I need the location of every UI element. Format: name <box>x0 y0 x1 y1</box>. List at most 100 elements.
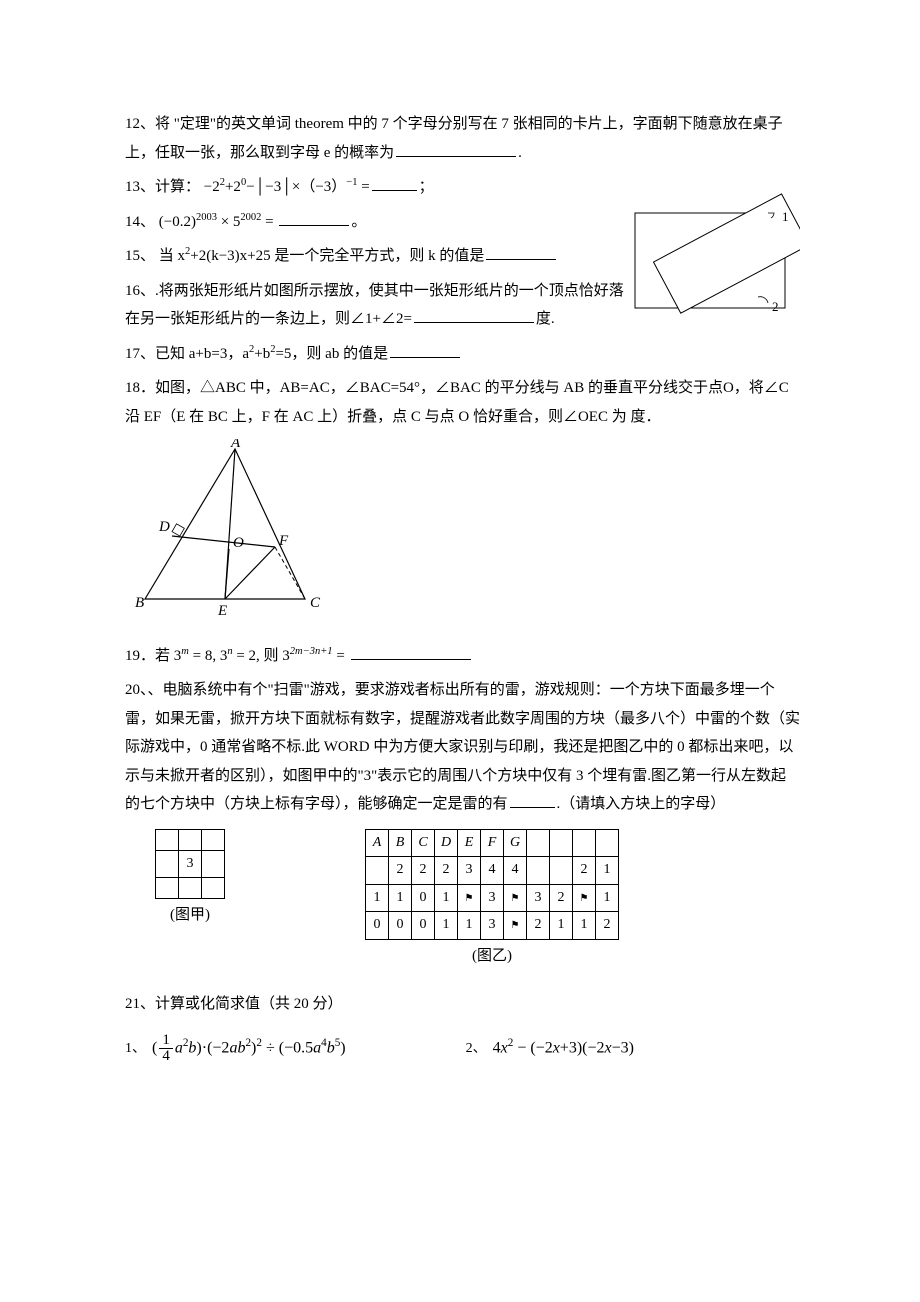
q17-blank <box>390 342 460 358</box>
mine-cell <box>202 878 225 899</box>
q15-blank <box>486 244 556 260</box>
table-a-caption: (图甲) <box>155 901 225 930</box>
tri-B: B <box>135 595 144 611</box>
q19-b: = 8, 3 <box>189 648 227 664</box>
mine-cell: 0 <box>389 912 412 940</box>
mine-cell: ⚑ <box>458 884 481 912</box>
q20-tail: .（请填入方块上的字母） <box>557 796 726 812</box>
mine-cell <box>550 829 573 857</box>
mine-cell: ⚑ <box>573 884 596 912</box>
mine-cell: 3 <box>527 884 550 912</box>
mine-cell: 3 <box>481 884 504 912</box>
mine-cell: G <box>504 829 527 857</box>
q19-blank <box>351 644 471 660</box>
mine-cell: ⚑ <box>504 912 527 940</box>
mine-cell <box>366 857 389 885</box>
angle-2-label: 2 <box>772 299 779 314</box>
tri-C: C <box>310 595 321 611</box>
eq21-1-label: 1、 <box>125 1041 146 1056</box>
mine-cell: 1 <box>435 884 458 912</box>
eq21-1-den: 4 <box>159 1049 173 1064</box>
mine-cell <box>156 850 179 878</box>
triangle-figure: A B C D E F O <box>135 439 800 630</box>
mines-table-a: 3 <box>155 829 225 900</box>
mine-cell <box>156 878 179 899</box>
mine-cell: 1 <box>550 912 573 940</box>
rect-svg: 1 2 <box>630 173 800 323</box>
q14-c: = <box>261 214 277 230</box>
angle-1-label: 1 <box>782 209 789 224</box>
q19-a: 19．若 3 <box>125 648 181 664</box>
mine-cell: F <box>481 829 504 857</box>
mine-cell: 2 <box>412 857 435 885</box>
mine-cell <box>550 857 573 885</box>
mine-cell: 1 <box>435 912 458 940</box>
mine-cell <box>527 829 550 857</box>
table-a-wrap: 3 (图甲) <box>155 829 225 930</box>
mine-cell: B <box>389 829 412 857</box>
q19-d: = <box>333 648 349 664</box>
q21: 21、计算或化简求值（共 20 分） <box>125 990 800 1019</box>
q14: 14、 (−0.2)2003 × 52002 = 。 <box>125 208 630 237</box>
q20: 20、、电脑系统中有个"扫雷"游戏，要求游戏者标出所有的雷，游戏规则：一个方块下… <box>125 676 800 819</box>
mine-cell: 3 <box>458 857 481 885</box>
mine-cell <box>527 857 550 885</box>
mine-cell: 2 <box>389 857 412 885</box>
q12: 12、将 "定理"的英文单词 theorem 中的 7 个字母分别写在 7 张相… <box>125 110 800 167</box>
q13-b: +2 <box>225 179 241 195</box>
q18-text: 18．如图，△ABC 中，AB=AC，∠BAC=54°，∠BAC 的平分线与 A… <box>125 380 789 425</box>
q14-tail: 。 <box>351 214 366 230</box>
q14-b: × 5 <box>217 214 240 230</box>
mine-cell: 0 <box>366 912 389 940</box>
q18-tail: 度． <box>630 409 660 425</box>
mine-cell: 3 <box>481 912 504 940</box>
q19: 19．若 3m = 8, 3n = 2, 则 32m−3n+1 = <box>125 642 800 671</box>
mine-cell: 0 <box>412 912 435 940</box>
q12-blank <box>396 141 516 157</box>
mine-cell: 4 <box>504 857 527 885</box>
tri-O: O <box>233 535 244 551</box>
mine-cell: 2 <box>573 857 596 885</box>
mine-cell: ⚑ <box>504 884 527 912</box>
mine-cell <box>202 850 225 878</box>
q21-equations: 1、(14a2b)·(−2ab2)2 ÷ (−0.5a4b5) 2、4x2 − … <box>125 1033 800 1064</box>
triangle-svg: A B C D E F O <box>135 439 335 619</box>
mine-cell: 0 <box>412 884 435 912</box>
q20-text: 20、、电脑系统中有个"扫雷"游戏，要求游戏者标出所有的雷，游戏规则：一个方块下… <box>125 682 800 812</box>
mine-cell: 2 <box>435 857 458 885</box>
mine-cell <box>573 829 596 857</box>
q14-a: 14、 (−0.2) <box>125 214 196 230</box>
tri-F: F <box>278 533 289 549</box>
mine-cell: A <box>366 829 389 857</box>
q15-b: +2(k−3)x+25 是一个完全平方式，则 k 的值是 <box>190 248 484 264</box>
mine-cell: 1 <box>573 912 596 940</box>
q17-a: 17、已知 a+b=3，a <box>125 346 249 362</box>
table-b-wrap: ABCDEFG222344211101⚑3⚑32⚑1000113⚑2112 (图… <box>365 829 619 971</box>
q13-a: 13、计算： −2 <box>125 179 220 195</box>
mine-cell: C <box>412 829 435 857</box>
eq21-1-rest: a <box>175 1039 183 1056</box>
q19-exp: 2m−3n+1 <box>290 646 333 657</box>
q15-a: 15、 当 x <box>125 248 185 264</box>
table-b-caption: (图乙) <box>365 942 619 971</box>
q16-blank <box>414 307 534 323</box>
col-13-16: 13、计算： −22+20−│−3│×（−3）−1 =； 14、 (−0.2)2… <box>125 173 630 340</box>
q14-exp2: 2002 <box>240 212 261 223</box>
q16: 16、.将两张矩形纸片如图所示摆放，使其中一张矩形纸片的一个顶点恰好落在另一张矩… <box>125 277 630 334</box>
q20-blank <box>510 792 555 808</box>
mines-table-b: ABCDEFG222344211101⚑3⚑32⚑1000113⚑2112 <box>365 829 619 940</box>
mine-cell: D <box>435 829 458 857</box>
q13-d: = <box>357 179 369 195</box>
mine-cell: 2 <box>527 912 550 940</box>
eq21-1: 1、(14a2b)·(−2ab2)2 ÷ (−0.5a4b5) <box>125 1033 346 1064</box>
mine-cell: E <box>458 829 481 857</box>
mine-cell: 1 <box>389 884 412 912</box>
q13-blank <box>372 175 417 191</box>
mines-tables: 3 (图甲) ABCDEFG222344211101⚑3⚑32⚑1000113⚑… <box>155 829 800 971</box>
q19-m: m <box>181 646 189 657</box>
tri-D: D <box>158 519 170 535</box>
q16-tail: 度. <box>536 311 555 327</box>
mine-cell <box>202 829 225 850</box>
q13-c: −│−3│×（−3） <box>246 179 346 195</box>
q13-tail: ； <box>419 179 434 195</box>
